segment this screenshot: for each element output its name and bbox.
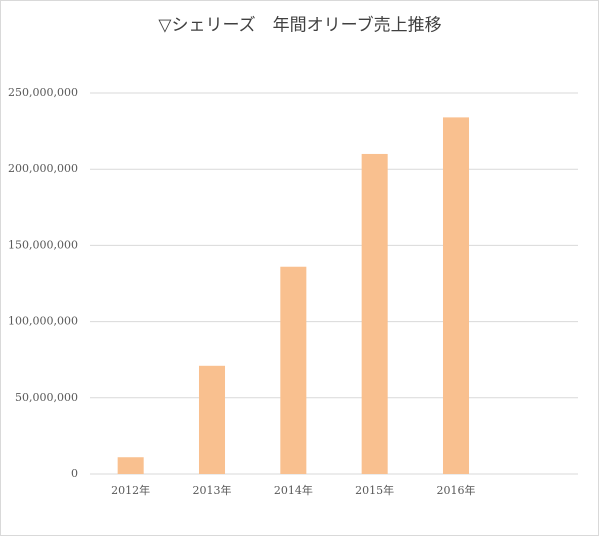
x-tick-label: 2015年	[355, 483, 394, 497]
chart-title: ▽シェリーズ 年間オリーブ売上推移	[158, 15, 441, 36]
y-tick-label: 200,000,000	[8, 162, 78, 175]
x-tick-label: 2016年	[437, 483, 476, 497]
bar	[361, 153, 388, 474]
bar	[117, 457, 144, 474]
y-tick-label: 150,000,000	[8, 238, 78, 251]
y-tick-label: 50,000,000	[15, 391, 78, 404]
y-tick-label: 250,000,000	[8, 86, 78, 99]
x-tick-label: 2013年	[193, 483, 232, 497]
bar	[198, 365, 226, 474]
x-tick-label: 2014年	[274, 483, 313, 497]
y-tick-label: 0	[71, 467, 78, 480]
x-tick-label: 2012年	[111, 483, 150, 497]
bar	[442, 117, 470, 474]
y-tick-label: 100,000,000	[8, 315, 78, 328]
bar	[280, 266, 307, 474]
